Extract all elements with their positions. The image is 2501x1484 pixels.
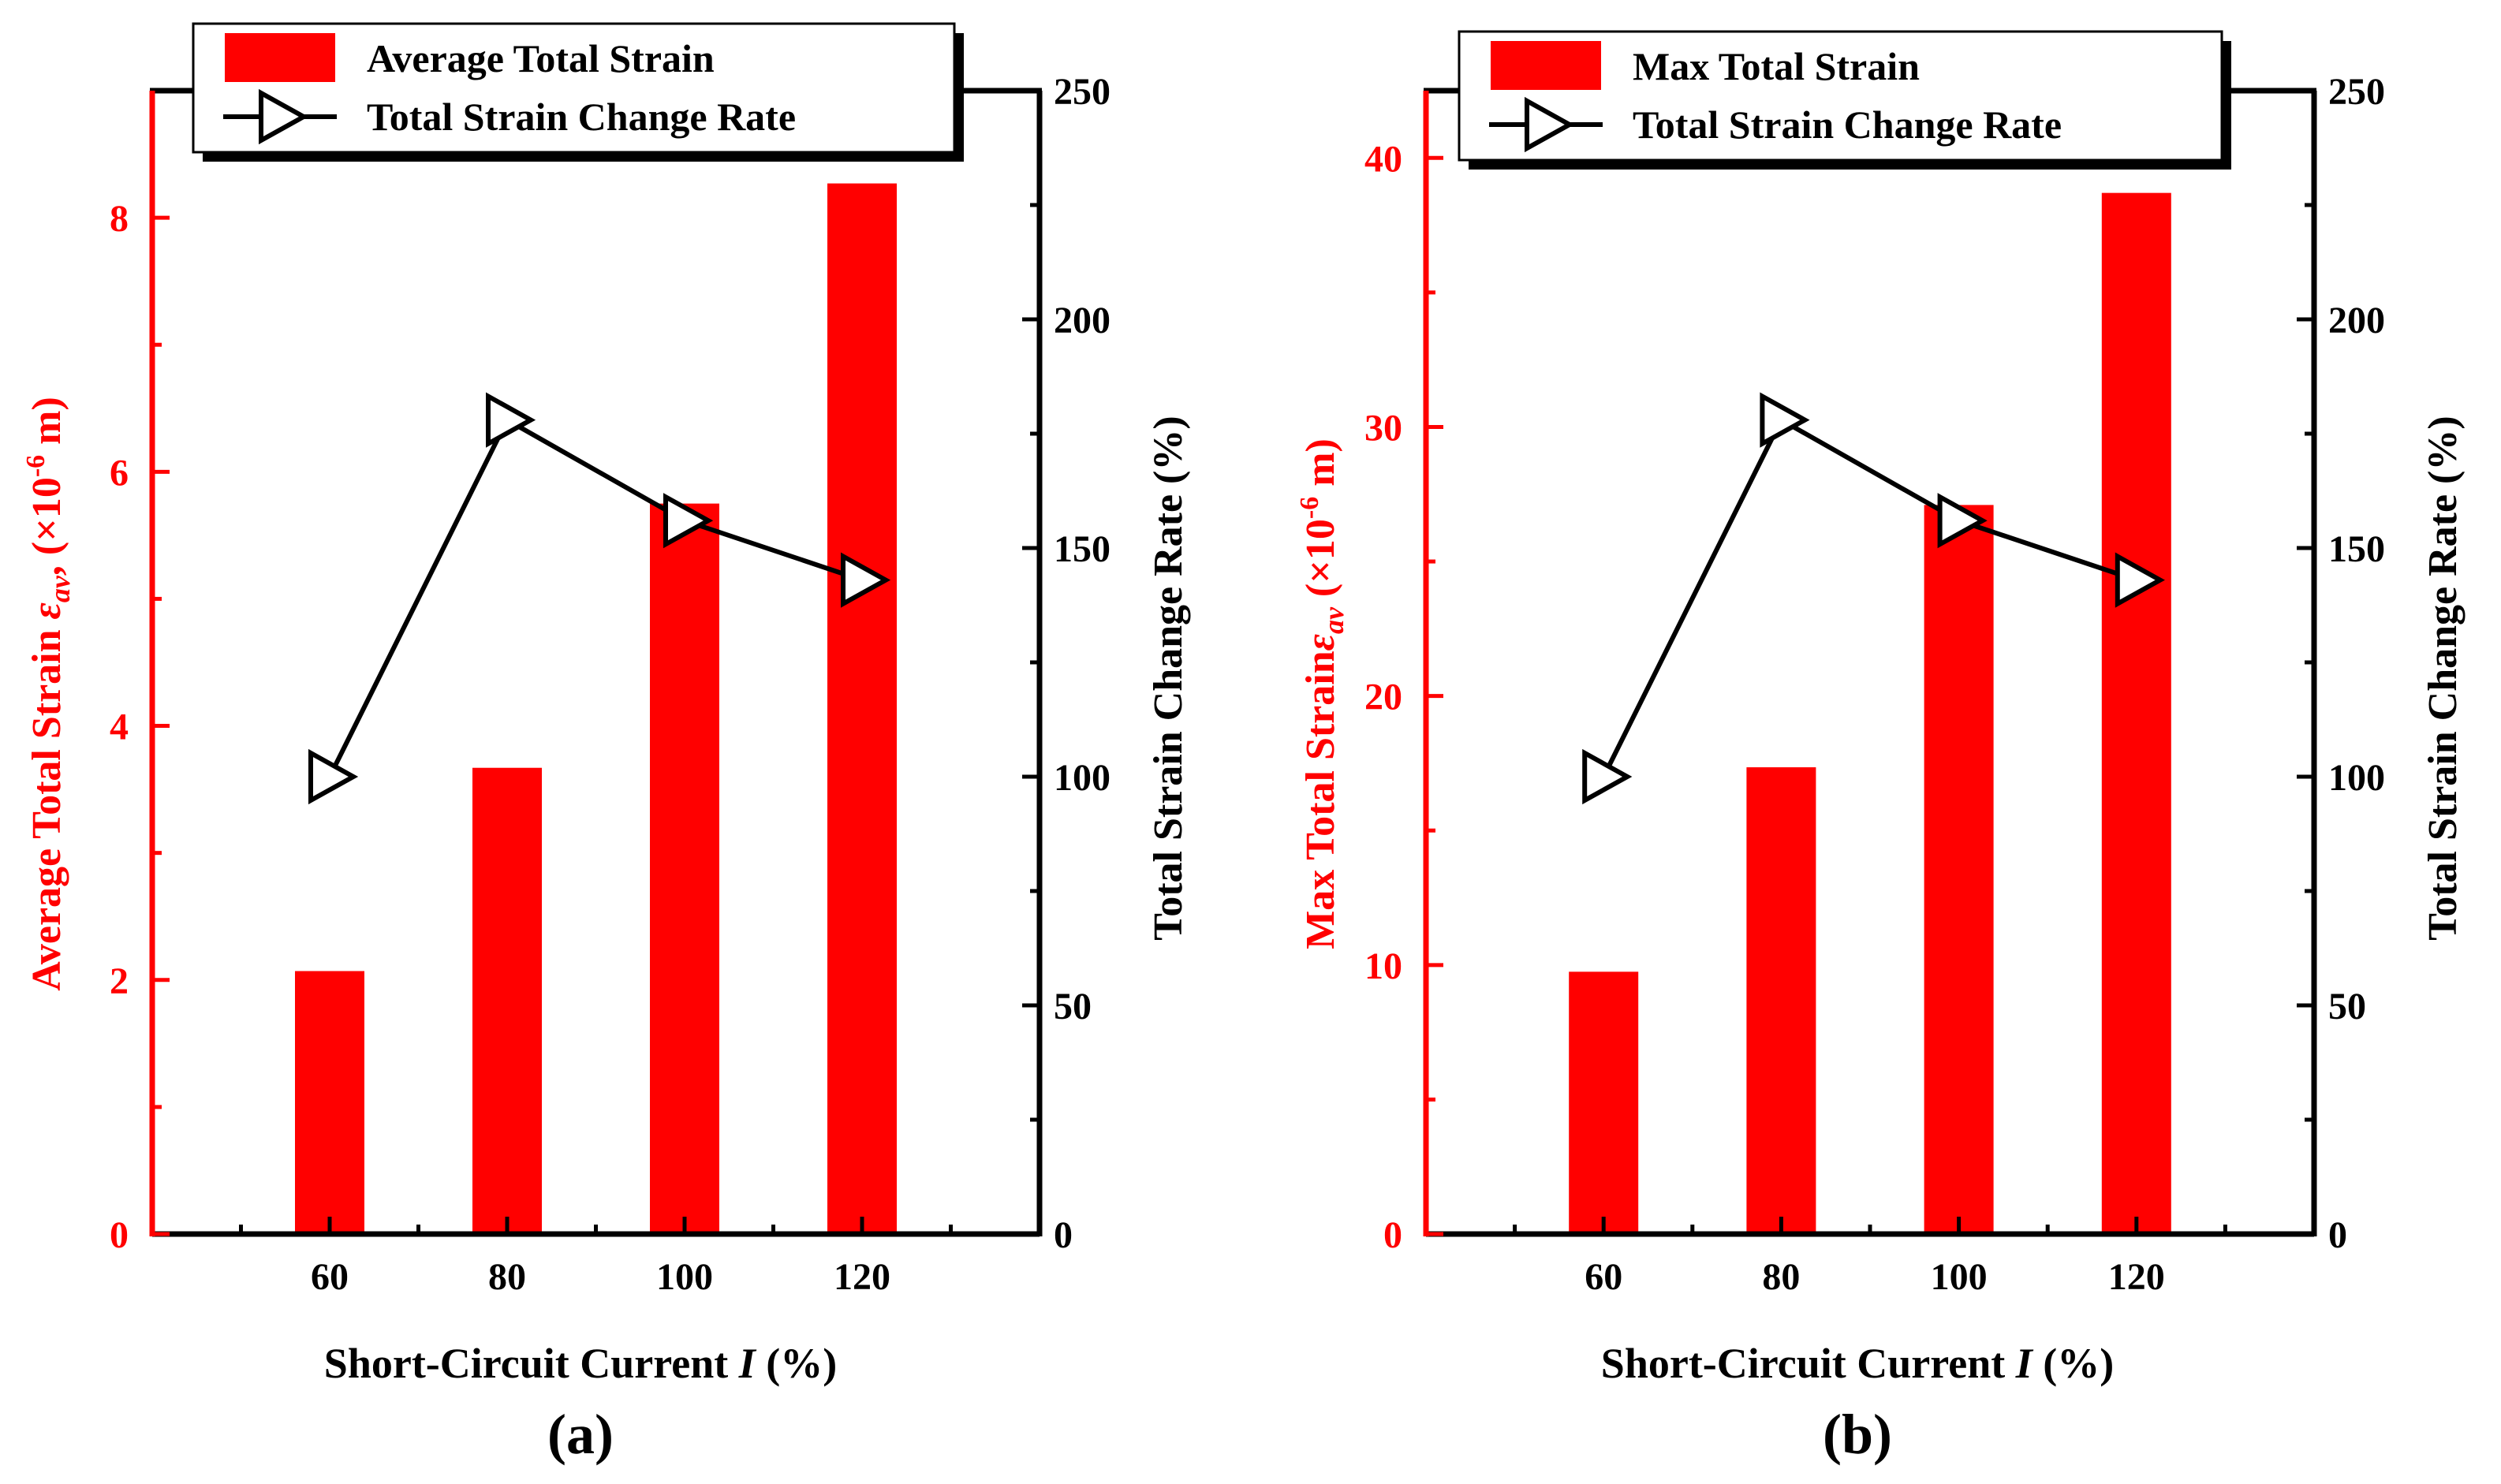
right-y-tick-label: 50 [2328,986,2366,1027]
right-y-tick-label: 250 [2328,71,2385,113]
right-y-tick-label: 200 [1054,300,1111,341]
rate-marker-100 [1937,493,1988,549]
x-tick-label: 60 [1585,1256,1622,1298]
right-y-tick-label: 50 [1054,986,1092,1027]
bar-80 [1746,767,1816,1234]
bar-120 [2101,192,2171,1234]
rate-marker-80 [486,392,536,448]
left-y-tick-label: 0 [1383,1214,1402,1256]
bar-60 [1569,971,1639,1234]
left-y-tick-label: 30 [1364,407,1402,449]
right-y-tick-label: 150 [2328,528,2385,570]
right-y-axis-label: Total Strain Change Rate (%) [2421,416,2466,940]
bar-120 [827,183,897,1235]
rate-line [327,416,863,778]
legend-label-line: Total Strain Change Rate [1633,103,2062,147]
rate-marker-120 [2115,552,2165,608]
rate-marker-100 [663,493,714,549]
x-tick-label: 120 [834,1256,890,1298]
legend-label-bar: Max Total Strain [1633,44,1920,88]
left-y-tick-label: 4 [110,707,129,748]
x-axis-label: Short-Circuit Current I (%) [324,1340,837,1387]
legend-swatch-bar [225,33,335,82]
legend-swatch-marker [259,88,309,145]
left-y-tick-label: 20 [1364,677,1402,718]
left-y-tick-label: 10 [1364,945,1402,987]
right-y-tick-label: 0 [1054,1214,1073,1256]
legend: Max Total Strain Total Strain Change Rate [1458,30,2231,170]
rate-marker-60 [1582,748,1633,805]
x-tick-label: 60 [311,1256,349,1298]
chart-panel-b: 0 10 20 30 40 0 50 100 150 200 250 60 80 100 120 Short-… [1295,30,2466,1466]
left-y-tick-label: 8 [110,198,129,240]
right-y-tick-label: 150 [1054,528,1111,570]
right-y-tick-label: 100 [2328,757,2385,799]
x-axis-label: Short-Circuit Current I (%) [1601,1340,2114,1387]
left-y-tick-label: 2 [110,960,129,1002]
right-y-tick-label: 100 [1054,757,1111,799]
bar-100 [1924,505,1994,1234]
right-y-tick-label: 0 [2328,1214,2347,1256]
right-y-tick-label: 200 [2328,300,2385,341]
x-tick-label: 100 [656,1256,713,1298]
left-y-tick-label: 6 [110,452,129,494]
left-y-tick-label: 40 [1364,138,1402,180]
legend-label-line: Total Strain Change Rate [367,95,796,139]
bar-60 [295,971,364,1234]
bar-100 [650,503,719,1234]
x-tick-label: 120 [2108,1256,2165,1298]
bar-80 [472,767,542,1234]
x-tick-label: 80 [1762,1256,1800,1298]
rate-line [1601,416,2137,778]
right-y-tick-label: 250 [1054,71,1111,113]
panel-label: (b) [1823,1403,1892,1466]
panel-label: (a) [547,1403,614,1466]
left-y-axis-label: Max Total Strainεav (×10-6 m) [1295,438,1349,949]
rate-marker-60 [308,748,359,805]
legend-swatch-bar [1491,41,1601,90]
rate-marker-120 [841,552,891,608]
legend-label-bar: Average Total Strain [367,36,715,80]
x-tick-label: 80 [488,1256,526,1298]
left-y-tick-label: 0 [110,1214,129,1256]
x-tick-label: 100 [1931,1256,1988,1298]
left-y-axis-label: Average Total Strain εav, (×10-6 m) [21,397,76,991]
legend: Average Total Strain Total Strain Change … [192,22,964,162]
right-y-axis-label: Total Strain Change Rate (%) [1146,416,1191,940]
legend-swatch-marker [1525,96,1575,153]
rate-marker-80 [1760,392,1810,448]
